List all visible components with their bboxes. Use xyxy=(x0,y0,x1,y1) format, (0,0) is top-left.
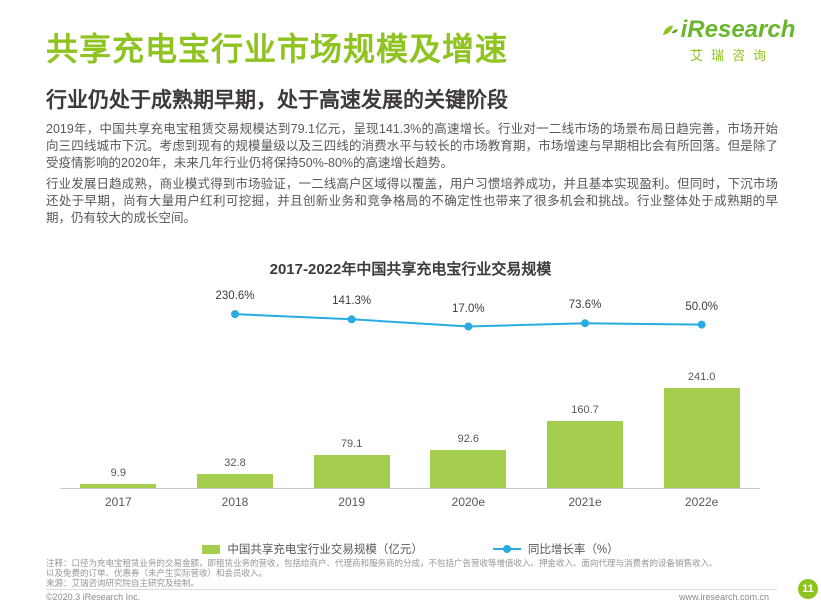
legend-item-bar: 中国共享充电宝行业交易规模（亿元） xyxy=(202,541,423,557)
body-paragraph-1: 2019年，中国共享充电宝租赁交易规模达到79.1亿元，呈现141.3%的高速增… xyxy=(46,122,778,170)
growth-value-label-2022e: 50.0% xyxy=(685,300,718,313)
footer-divider xyxy=(46,589,777,590)
body-text: 2019年，中国共享充电宝租赁交易规模达到79.1亿元，呈现141.3%的高速增… xyxy=(46,121,778,227)
logo-wordmark: iResearch xyxy=(662,18,795,42)
growth-value-label-2021e: 73.6% xyxy=(568,299,602,312)
legend-line-label: 同比增长率（%） xyxy=(527,544,619,556)
growth-value-label-2020e: 17.0% xyxy=(452,302,485,315)
growth-value-label-2018: 230.6% xyxy=(215,290,255,303)
bar-2017 xyxy=(80,483,157,488)
bar-value-label-2019: 79.1 xyxy=(340,438,363,451)
legend-bar-label: 中国共享充电宝行业交易规模（亿元） xyxy=(227,544,423,556)
x-axis-label-2020e: 2020e xyxy=(451,495,486,509)
bar-2021e xyxy=(547,421,623,488)
footnote-line-2: 以及免费的订单、优惠券（未产生实际营收）和会员收入。 xyxy=(46,568,268,578)
page-number-badge: 11 xyxy=(798,579,818,599)
leaf-icon xyxy=(661,24,679,42)
line-point-2022e xyxy=(697,320,706,329)
line-point-2018 xyxy=(231,310,239,319)
x-axis-label-2018: 2018 xyxy=(221,495,249,509)
x-axis-label-2017: 2017 xyxy=(104,495,132,509)
bar-value-label-2017: 9.9 xyxy=(110,466,126,479)
body-paragraph-2: 行业发展日趋成熟，商业模式得到市场验证，一二线高户区域得以覆盖，用户习惯培养成功… xyxy=(46,177,778,225)
footer-website: www.iresearch.com.cn xyxy=(678,592,769,602)
line-swatch-icon xyxy=(492,545,521,553)
bar-value-label-2020e: 92.6 xyxy=(457,432,480,445)
chart-title: 2017-2022年中国共享充电宝行业交易规模 xyxy=(269,261,552,278)
bar-2019 xyxy=(313,455,390,488)
footnote-line-1: 注释：口径为充电宝租赁业务的交易金额，即租赁业务的营收，包括给商户、代理商和服务… xyxy=(46,558,718,568)
growth-rate-line xyxy=(231,310,706,331)
bar-2020e xyxy=(430,449,507,488)
footnote-source: 来源：艾瑞咨询研究院自主研究及绘制。 xyxy=(46,578,200,588)
bar-value-label-2022e: 241.0 xyxy=(687,371,716,383)
x-axis xyxy=(60,488,760,489)
legend-item-line: 同比增长率（%） xyxy=(492,541,619,557)
bar-value-label-2018: 32.8 xyxy=(224,457,246,470)
footer-copyright: ©2020.3 iResearch Inc. xyxy=(46,592,141,602)
line-point-2020e xyxy=(464,322,473,331)
logo-brand-cn: 艾瑞咨询 xyxy=(689,48,774,63)
iresearch-logo: iResearch 艾瑞咨询 xyxy=(662,18,795,64)
logo-brand-text: iResearch xyxy=(680,16,796,43)
combo-chart: 9.9 2017 32.8 2018 79.1 2019 92.6 2020e 160.7 202… xyxy=(60,285,760,510)
bar-swatch-icon xyxy=(202,544,221,554)
page-subtitle: 行业仍处于成熟期早期，处于高速发展的关键阶段 xyxy=(46,89,508,112)
x-axis-label-2022e: 2022e xyxy=(684,495,719,509)
chart-legend: 中国共享充电宝行业交易规模（亿元） 同比增长率（%） xyxy=(0,541,821,557)
footnotes: 注释：口径为充电宝租赁业务的交易金额，即租赁业务的营收，包括给商户、代理商和服务… xyxy=(46,558,778,588)
bar-2018 xyxy=(197,474,273,488)
line-dot-icon xyxy=(502,545,511,553)
line-point-2019 xyxy=(347,315,356,324)
line-point-2021e xyxy=(581,319,589,328)
bar-value-label-2021e: 160.7 xyxy=(571,404,599,417)
page-title: 共享充电宝行业市场规模及增速 xyxy=(46,31,509,67)
x-axis-label-2021e: 2021e xyxy=(568,495,602,509)
x-axis-label-2019: 2019 xyxy=(338,495,365,509)
growth-value-label-2019: 141.3% xyxy=(332,295,372,308)
bar-2022e xyxy=(663,388,740,488)
